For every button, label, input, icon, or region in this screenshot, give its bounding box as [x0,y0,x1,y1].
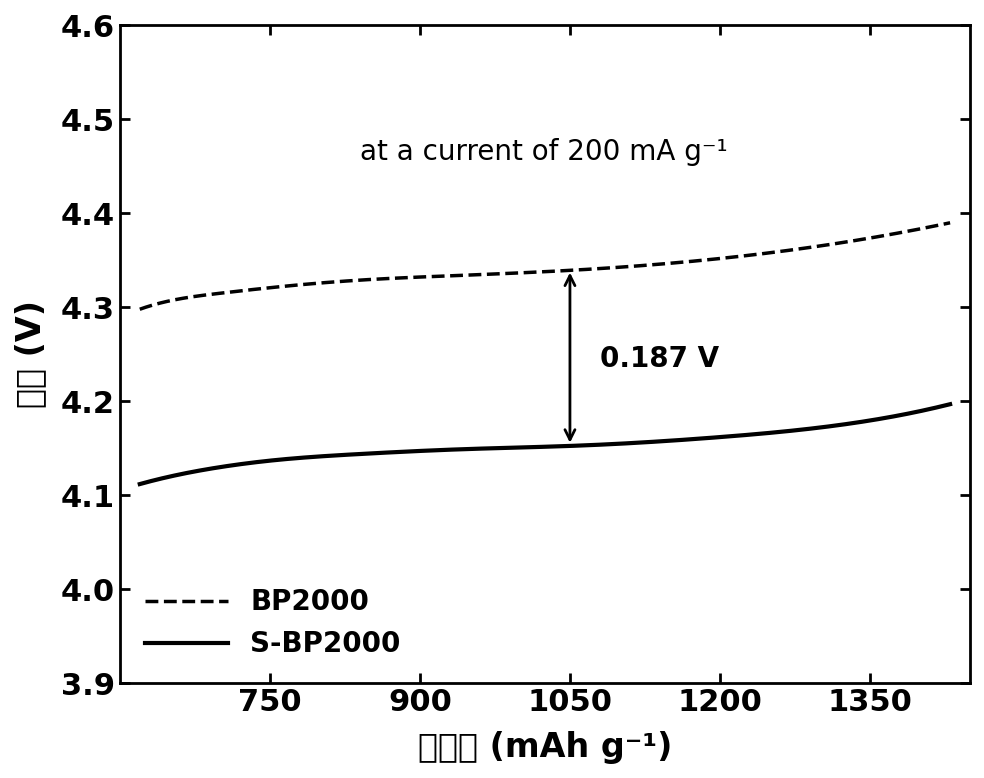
S-BP2000 [134,479,146,489]
BP2000 [626,261,638,271]
S-BP2000 [945,400,956,409]
Text: at a current of 200 mA g⁻¹: at a current of 200 mA g⁻¹ [360,138,727,166]
S-BP2000 [604,440,616,449]
BP2000 [134,305,146,314]
Legend: BP2000, S-BP2000: BP2000, S-BP2000 [134,577,412,670]
Y-axis label: 电压 (V): 电压 (V) [14,300,47,408]
S-BP2000 [831,421,843,430]
S-BP2000 [749,429,761,439]
BP2000 [604,263,616,272]
S-BP2000 [626,438,638,447]
BP2000 [650,260,662,269]
Line: S-BP2000: S-BP2000 [140,405,951,484]
Text: 0.187 V: 0.187 V [600,345,719,373]
BP2000 [831,239,843,248]
BP2000 [184,293,196,302]
BP2000 [945,218,956,227]
Line: BP2000: BP2000 [140,223,951,310]
X-axis label: 比容量 (mAh g⁻¹): 比容量 (mAh g⁻¹) [418,731,672,764]
BP2000 [749,250,761,259]
S-BP2000 [184,468,196,477]
S-BP2000 [650,437,662,447]
